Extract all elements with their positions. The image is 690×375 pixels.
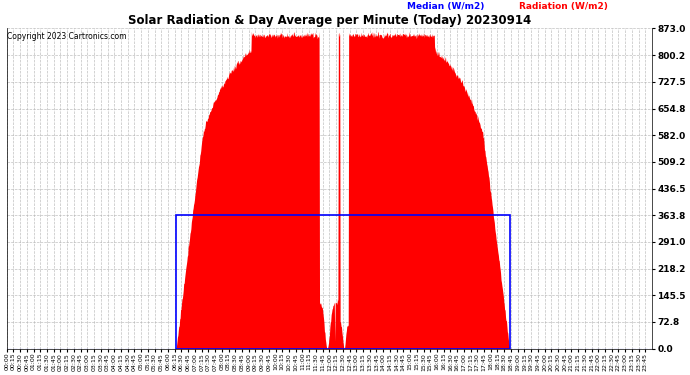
Text: Median (W/m2): Median (W/m2) xyxy=(406,2,484,11)
Text: Copyright 2023 Cartronics.com: Copyright 2023 Cartronics.com xyxy=(7,32,126,41)
Title: Solar Radiation & Day Average per Minute (Today) 20230914: Solar Radiation & Day Average per Minute… xyxy=(128,14,531,27)
Text: Radiation (W/m2): Radiation (W/m2) xyxy=(520,2,609,11)
Bar xyxy=(176,215,510,349)
